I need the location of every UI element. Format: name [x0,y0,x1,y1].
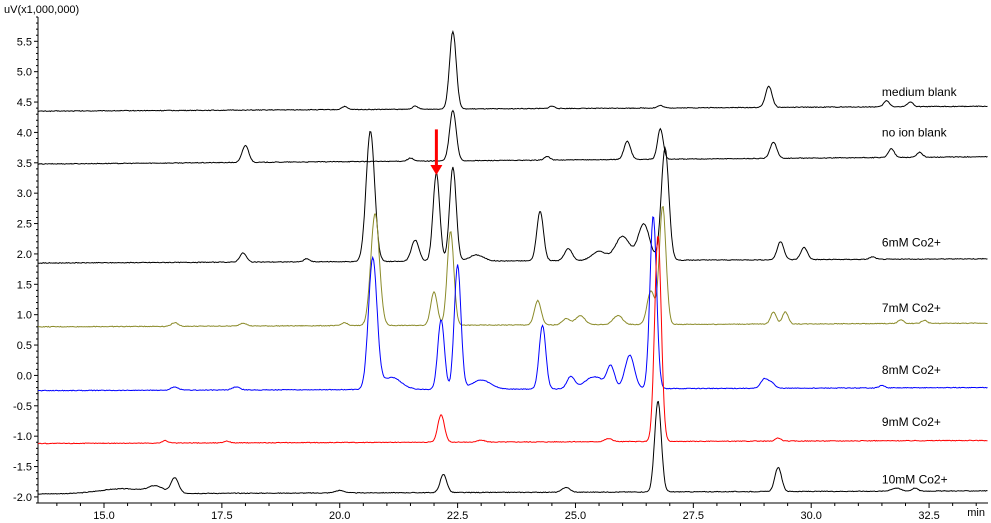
trace-line [37,29,988,113]
series-label: 6mM Co2+ [882,236,941,250]
x-tick-label: 27.5 [683,510,704,522]
series-label: 7mM Co2+ [882,301,941,315]
axes: 5.5 5.0 4.5 4.0 3.5 3.0 2.5 2.0 1.5 1.0 0.5 0.0 -0.5… [13,16,988,522]
series-label: 8mM Co2+ [882,363,941,377]
x-tick-label: 17.5 [211,510,232,522]
y-tick-label: -1.5 [13,462,32,474]
x-tick-label: 20.0 [329,510,350,522]
trace-line [37,216,988,392]
series-label: medium blank [882,85,958,99]
series-label: no ion blank [882,126,948,140]
trace-line [37,109,988,165]
series-label: 9mM Co2+ [882,415,941,429]
x-tick-label: 32.5 [918,510,939,522]
trace-line [37,205,988,328]
y-tick-label: 0.5 [17,340,32,352]
trace-line [37,400,988,495]
y-tick-label: 3.0 [17,188,32,200]
y-tick-label: -0.5 [13,401,32,413]
y-tick-label: 0.0 [17,370,32,382]
trace-line [37,130,988,264]
y-tick-label: 5.0 [17,67,32,79]
y-tick-label: 1.5 [17,279,32,291]
y-unit-label: uV(x1,000,000) [4,4,79,16]
y-tick-label: 5.5 [17,36,32,48]
series-label: 10mM Co2+ [882,473,948,487]
traces [37,29,988,495]
y-tick-label: 4.0 [17,127,32,139]
arrow-head [430,164,443,175]
annotations [430,129,443,175]
y-tick-label: 2.5 [17,219,32,231]
x-tick-label: 15.0 [93,510,114,522]
y-tick-label: -2.0 [13,492,32,504]
series-labels: medium blank no ion blank 6mM Co2+ 7mM Co2+… [882,85,958,487]
y-tick-label: 2.0 [17,249,32,261]
y-tick-label: 1.0 [17,310,32,322]
y-tick-label: 3.5 [17,158,32,170]
x-tick-label: 25.0 [565,510,586,522]
x-tick-label: 30.0 [800,510,821,522]
x-tick-label: 22.5 [447,510,468,522]
trace-line [37,236,988,445]
y-tick-label: -1.0 [13,431,32,443]
y-tick-label: 4.5 [17,97,32,109]
x-unit-label: min [967,507,985,519]
